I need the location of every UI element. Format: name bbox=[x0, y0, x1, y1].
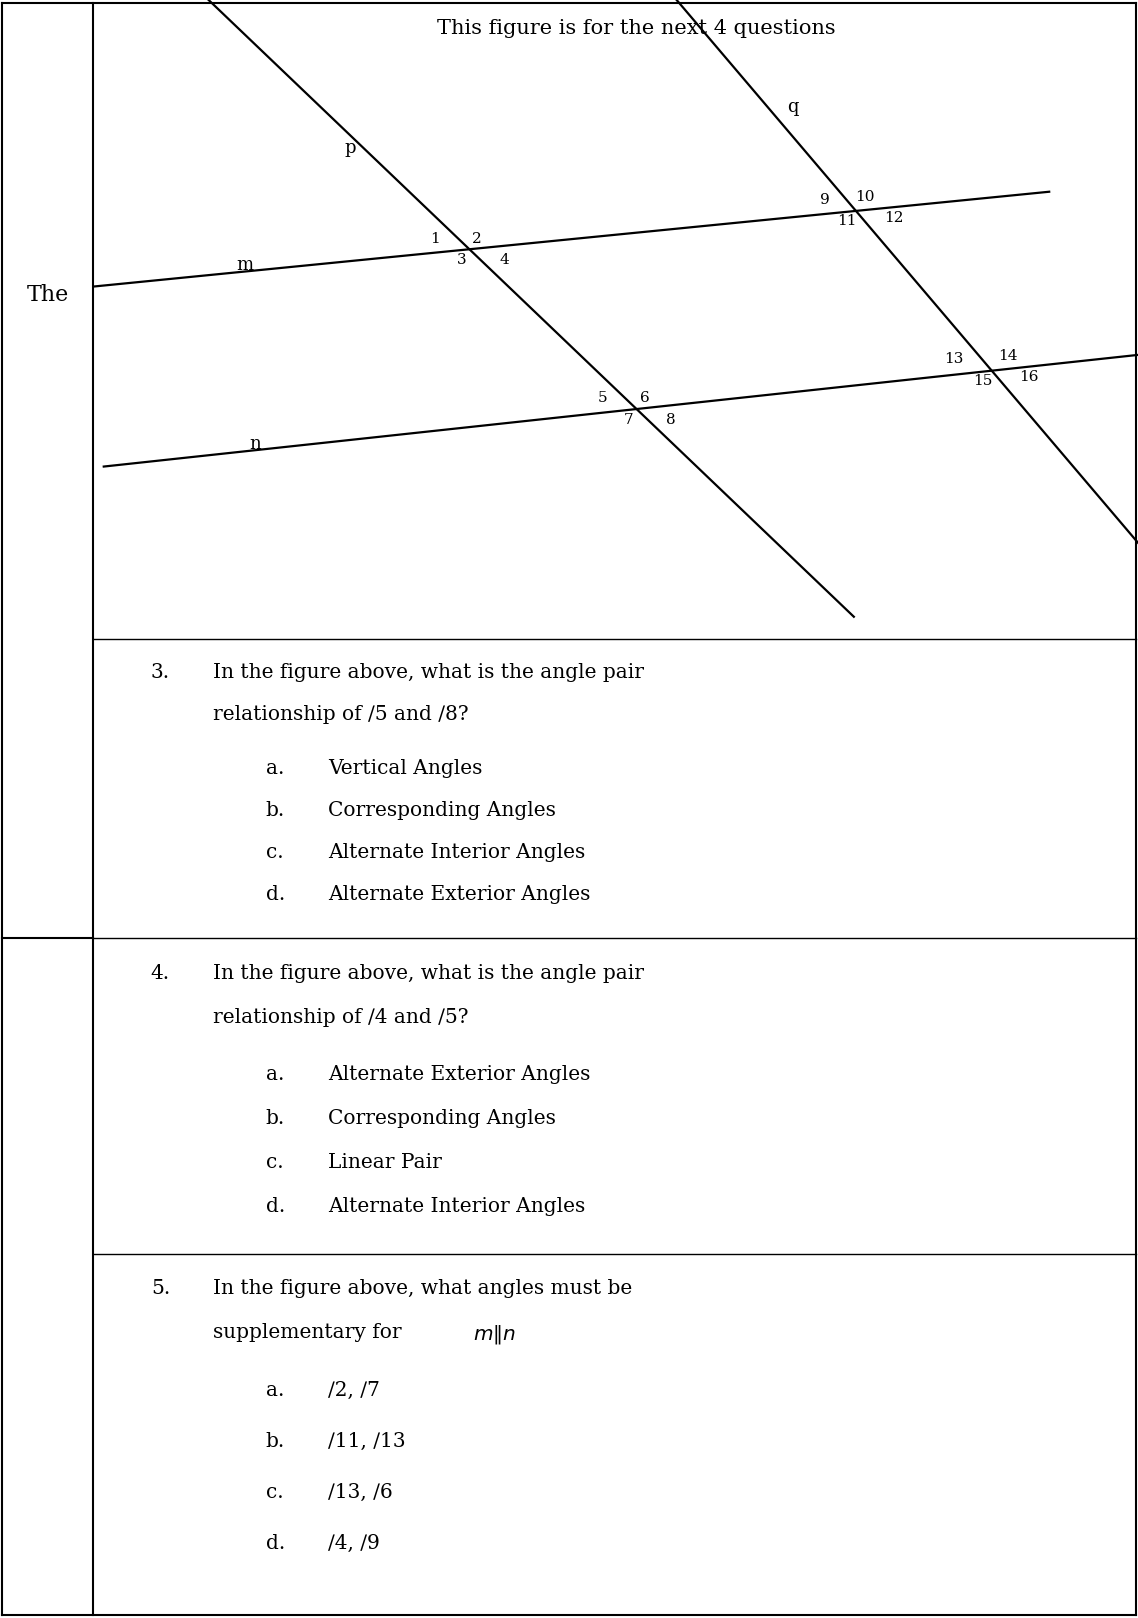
Text: p: p bbox=[345, 139, 356, 157]
Text: 9: 9 bbox=[819, 194, 830, 207]
Text: ∕11, ∕13: ∕11, ∕13 bbox=[329, 1432, 406, 1451]
Text: 15: 15 bbox=[973, 374, 992, 388]
Text: d.: d. bbox=[265, 1197, 284, 1217]
Text: b.: b. bbox=[265, 1108, 284, 1128]
Text: 12: 12 bbox=[884, 210, 904, 225]
Text: 4.: 4. bbox=[150, 964, 170, 982]
Text: Linear Pair: Linear Pair bbox=[329, 1154, 443, 1171]
Text: relationship of ∕5 and ∕8?: relationship of ∕5 and ∕8? bbox=[214, 705, 469, 723]
Text: In the figure above, what is the angle pair: In the figure above, what is the angle p… bbox=[214, 964, 644, 982]
Text: 13: 13 bbox=[945, 353, 964, 366]
Text: b.: b. bbox=[265, 801, 284, 820]
Text: In the figure above, what is the angle pair: In the figure above, what is the angle p… bbox=[214, 663, 644, 683]
Text: 10: 10 bbox=[856, 189, 875, 204]
Text: c.: c. bbox=[265, 843, 283, 862]
Text: ∕13, ∕6: ∕13, ∕6 bbox=[329, 1484, 393, 1502]
Text: a.: a. bbox=[265, 759, 284, 778]
Text: b.: b. bbox=[265, 1432, 284, 1451]
Text: 5: 5 bbox=[597, 392, 607, 406]
Text: The: The bbox=[26, 285, 69, 306]
Text: q: q bbox=[787, 99, 799, 116]
Text: ∕4, ∕9: ∕4, ∕9 bbox=[329, 1534, 380, 1553]
Text: n: n bbox=[249, 435, 261, 453]
Text: 2: 2 bbox=[472, 231, 483, 246]
Text: 4: 4 bbox=[498, 252, 509, 267]
Text: 16: 16 bbox=[1020, 371, 1039, 385]
Text: d.: d. bbox=[265, 1534, 284, 1553]
Text: Alternate Exterior Angles: Alternate Exterior Angles bbox=[329, 885, 591, 903]
Text: Corresponding Angles: Corresponding Angles bbox=[329, 1108, 556, 1128]
Text: a.: a. bbox=[265, 1065, 284, 1084]
Text: relationship of ∕4 and ∕5?: relationship of ∕4 and ∕5? bbox=[214, 1008, 469, 1027]
Text: a.: a. bbox=[265, 1382, 284, 1400]
Text: $m \| n$: $m \| n$ bbox=[472, 1324, 516, 1346]
Text: Corresponding Angles: Corresponding Angles bbox=[329, 801, 556, 820]
Text: 6: 6 bbox=[640, 392, 650, 406]
Text: m: m bbox=[237, 256, 254, 273]
Text: 3: 3 bbox=[456, 252, 467, 267]
Text: ∕2, ∕7: ∕2, ∕7 bbox=[329, 1382, 380, 1400]
Text: 5.: 5. bbox=[150, 1280, 170, 1298]
Text: 3.: 3. bbox=[150, 663, 170, 683]
Text: Alternate Interior Angles: Alternate Interior Angles bbox=[329, 1197, 586, 1217]
Text: 1: 1 bbox=[430, 231, 439, 246]
Text: Alternate Interior Angles: Alternate Interior Angles bbox=[329, 843, 586, 862]
Text: d.: d. bbox=[265, 885, 284, 903]
Text: c.: c. bbox=[265, 1484, 283, 1502]
Text: 11: 11 bbox=[836, 215, 856, 228]
Text: Vertical Angles: Vertical Angles bbox=[329, 759, 483, 778]
Text: c.: c. bbox=[265, 1154, 283, 1171]
Text: Alternate Exterior Angles: Alternate Exterior Angles bbox=[329, 1065, 591, 1084]
Text: This figure is for the next 4 questions: This figure is for the next 4 questions bbox=[437, 19, 836, 39]
Text: 14: 14 bbox=[998, 349, 1017, 364]
Text: 8: 8 bbox=[666, 413, 676, 427]
Text: supplementary for: supplementary for bbox=[214, 1324, 409, 1341]
Text: 7: 7 bbox=[624, 413, 634, 427]
Text: In the figure above, what angles must be: In the figure above, what angles must be bbox=[214, 1280, 633, 1298]
